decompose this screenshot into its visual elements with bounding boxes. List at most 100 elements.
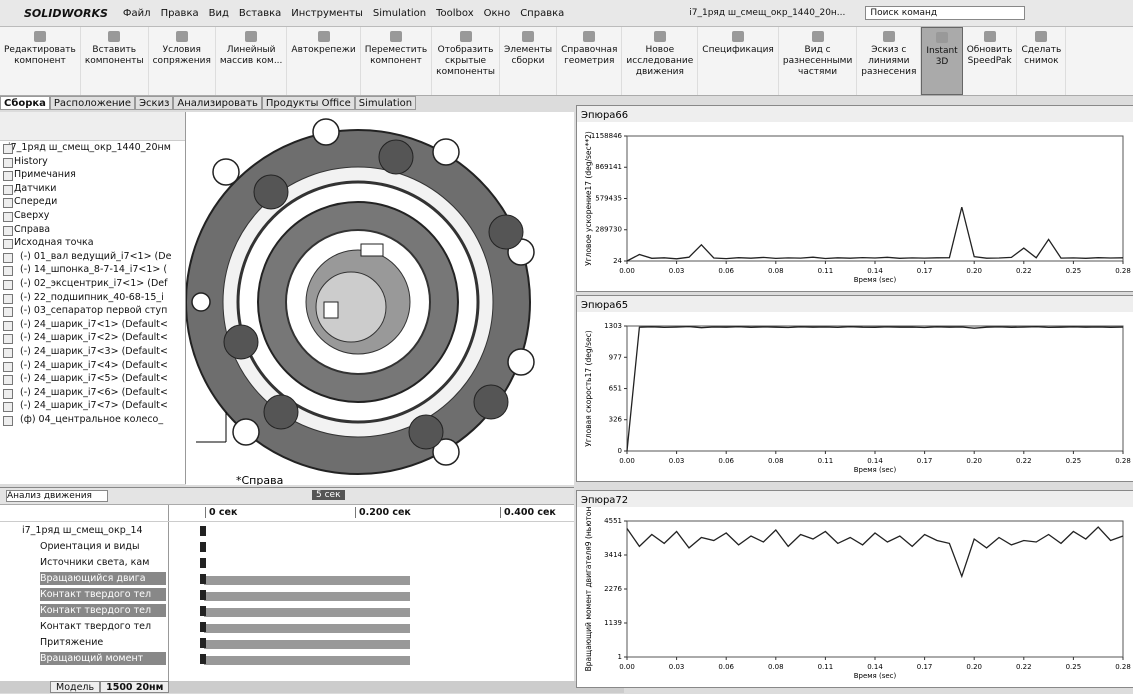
tree-item[interactable]: (-) 24_шарик_i7<5> (Default< [0,372,185,386]
toolbar-button[interactable]: Сделать снимок [1017,27,1067,95]
tree-item[interactable]: Сверху [0,209,185,223]
x-tick-label: 0.03 [669,663,685,671]
toolbar-button[interactable]: Обновить SpeedPak [963,27,1018,95]
y-tick-label: 579435 [595,195,622,203]
tab[interactable]: Эскиз [135,96,174,110]
toolbar-button[interactable]: Элементы сборки [500,27,558,95]
duration[interactable]: 5 сек [312,490,345,500]
toolbar-button[interactable]: Вставить компоненты [81,27,149,95]
toolbar-button[interactable]: Переместить компонент [361,27,433,95]
tree-item[interactable]: Справа [0,223,185,237]
toolbar-button[interactable]: Вид с разнесенными частями [779,27,858,95]
x-axis-label: Время (sec) [854,466,897,474]
toolbar-button[interactable]: Автокрепежи [287,27,361,95]
tree-item[interactable]: (-) 03_сепаратор первой ступ [0,304,185,318]
x-tick-label: 0.11 [818,267,834,275]
menu-item[interactable]: Toolbox [436,7,474,19]
x-tick-label: 0.17 [917,663,933,671]
tree-item[interactable]: Исходная точка [0,236,185,250]
motion-item[interactable]: Контакт твердого тел [40,621,152,632]
y-tick-label: 289730 [595,226,622,234]
motion-item[interactable]: i7_1ряд ш_смещ_окр_14 [22,525,143,536]
menu-item[interactable]: Справка [520,7,565,19]
plot-title: Эпюра65 [581,300,628,311]
x-tick-label: 0.22 [1016,267,1032,275]
motion-manager: Анализ движения 5 сек 0 сек 0.200 сек 0.40… [0,487,574,681]
menu-item[interactable]: Окно [483,7,511,19]
key-point [200,638,206,648]
tree-item[interactable]: (-) 22_подшипник_40-68-15_i [0,291,185,305]
tree-item[interactable]: (-) 24_шарик_i7<6> (Default< [0,386,185,400]
menu-item[interactable]: Правка [160,7,199,19]
toolbar-button[interactable]: Instant 3D [921,27,963,95]
tab[interactable]: Simulation [354,96,417,110]
x-tick-label: 0.14 [867,457,883,465]
time-label: 0.200 сек [355,507,411,518]
toolbar-button[interactable]: Справочная геометрия [557,27,623,95]
tree-item[interactable]: i7_1ряд ш_смещ_окр_1440_20нм [0,141,185,155]
y-tick-label: 1303 [604,322,622,330]
menu-item[interactable]: Вид [208,7,229,19]
tree-item[interactable]: (-) 24_шарик_i7<2> (Default< [0,331,185,345]
motion-item[interactable]: Контакт твердого тел [40,588,166,601]
tree-item[interactable]: (-) 24_шарик_i7<4> (Default< [0,359,185,373]
x-tick-label: 0.11 [818,663,834,671]
bottom-tab[interactable]: Модель [50,681,101,693]
motion-item[interactable]: Ориентация и виды [40,541,140,552]
motion-item[interactable]: Вращающийся двига [40,572,166,585]
tree-item[interactable]: Примечания [0,168,185,182]
tree-item[interactable]: Спереди [0,195,185,209]
tree-item[interactable]: (-) 02_эксцентрик_i7<1> (Def [0,277,185,291]
toolbar-button[interactable]: Эскиз с линиями разнесения [857,27,922,95]
x-tick-label: 0.28 [1115,267,1131,275]
tree-item[interactable]: Датчики [0,182,185,196]
y-tick-label: 1139 [604,619,622,627]
toolbar-button[interactable]: Спецификация [698,27,779,95]
document-name: i7_1ряд ш_смещ_окр_1440_20н... [689,8,846,18]
x-tick-label: 0.00 [619,663,635,671]
ribbon: Редактировать компонент Вставить компонен… [0,27,1133,96]
tree-item[interactable]: History [0,155,185,169]
data-line [626,206,1124,262]
search-box[interactable]: Поиск команд [865,6,1026,20]
toolbar-button[interactable]: Отобразить скрытые компоненты [432,27,500,95]
splitter [168,505,169,681]
y-tick-label: 1 [618,653,622,661]
logo: SOLIDWORKS [24,6,108,20]
x-tick-label: 0.14 [867,267,883,275]
motion-item[interactable]: Притяжение [40,637,104,648]
tree-item[interactable]: (-) 01_вал ведущий_i7<1> (De [0,250,185,264]
tab[interactable]: Продукты Office [261,96,355,110]
menu-item[interactable]: Вставка [238,7,282,19]
menu-item[interactable]: Файл [122,7,151,19]
tab[interactable]: Сборка [0,96,50,110]
tree-item[interactable]: (-) 24_шарик_i7<7> (Default< [0,399,185,413]
toolbar-button[interactable]: Условия сопряжения [149,27,216,95]
toolbar-button[interactable]: Линейный массив ком... [216,27,288,95]
x-tick-label: 0.20 [966,267,982,275]
tree-item[interactable]: (ф) 04_центральное колесо_ [0,413,185,427]
menu-item[interactable]: Simulation [372,7,427,19]
key-point [200,654,206,664]
tab-bar: Сборка Расположение Эскиз Анализировать Прод… [0,96,417,110]
key-point [200,558,206,568]
tab[interactable]: Анализировать [173,96,262,110]
tree-item[interactable]: (-) 14_шпонка_8-7-14_i7<1> ( [0,263,185,277]
menu-item[interactable]: Инструменты [291,7,363,19]
toolbar-button[interactable]: Редактировать компонент [0,27,81,95]
tree-item[interactable]: (-) 24_шарик_i7<3> (Default< [0,345,185,359]
tab[interactable]: Расположение [49,96,136,110]
x-tick-label: 0.00 [619,457,635,465]
motion-item[interactable]: Источники света, кам [40,557,150,568]
tree-item[interactable]: (-) 24_шарик_i7<1> (Default< [0,318,185,332]
title-bar [577,296,1133,312]
study-type[interactable]: Анализ движения [6,490,108,502]
viewport: *Справа [185,112,574,487]
motion-item[interactable]: Вращающий момент [40,652,166,665]
motion-item[interactable]: Контакт твердого тел [40,604,166,617]
menu-bar: Файл Правка Вид Вставка Инструменты Simulatio… [118,8,569,19]
toolbar-button[interactable]: Новое исследование движения [622,27,699,95]
bottom-tab[interactable]: 1500 20нм [100,681,170,693]
key-point [200,622,206,632]
